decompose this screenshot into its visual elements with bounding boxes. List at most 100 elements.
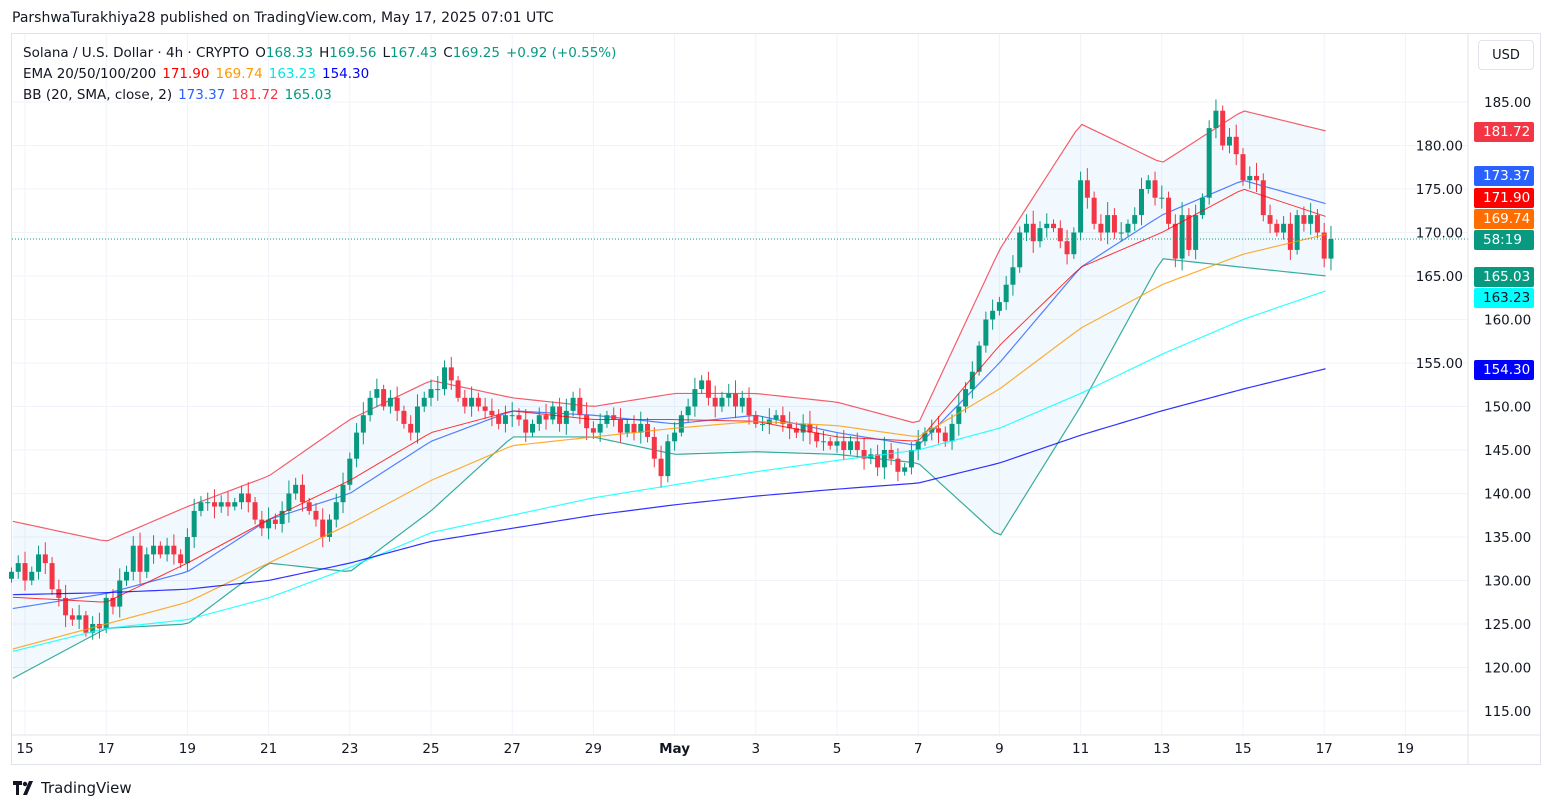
grid xyxy=(12,34,1468,735)
candle-body xyxy=(1051,223,1057,229)
candle-body xyxy=(645,423,651,437)
candle-body xyxy=(1213,110,1219,129)
candle xyxy=(1267,204,1273,234)
candle-body xyxy=(164,545,170,555)
candle xyxy=(645,417,651,443)
candle xyxy=(1078,171,1084,241)
candle xyxy=(387,389,393,414)
candle xyxy=(340,472,346,514)
candle xyxy=(49,557,55,595)
candle xyxy=(861,437,867,470)
candle xyxy=(841,429,847,461)
candle xyxy=(293,477,299,500)
high-value: H169.56 xyxy=(319,45,377,61)
y-tick-label: 130.00 xyxy=(1484,574,1531,590)
candle xyxy=(333,493,339,528)
low-value: L167.43 xyxy=(382,45,438,61)
x-tick-label: 19 xyxy=(1397,741,1414,757)
candle xyxy=(807,410,813,445)
candle-body xyxy=(225,502,231,507)
candle-body xyxy=(915,441,921,450)
candle xyxy=(374,378,380,408)
candle-body xyxy=(963,389,969,407)
candle-body xyxy=(205,502,211,504)
candle-body xyxy=(137,545,143,572)
bb-basis-value: 173.37 xyxy=(178,87,226,103)
candle xyxy=(1287,212,1293,261)
symbol-legend[interactable]: Solana / U.S. Dollar · 4h · CRYPTO O168.3… xyxy=(23,45,622,61)
candle xyxy=(462,389,468,414)
candle xyxy=(482,397,488,419)
candle-body xyxy=(239,493,245,503)
ema-legend[interactable]: EMA 20/50/100/200 171.90 169.74 163.23 154.3… xyxy=(23,66,375,82)
candle xyxy=(157,541,163,559)
ema100-line xyxy=(12,290,1326,652)
candle-body xyxy=(996,302,1002,311)
x-tick-label: 9 xyxy=(995,741,1004,757)
candle-body xyxy=(516,415,522,420)
tradingview-logo[interactable]: TradingView xyxy=(13,779,132,797)
candle-body xyxy=(448,367,454,381)
candle-body xyxy=(49,563,55,590)
candle xyxy=(286,480,292,523)
price-badge: 154.30 xyxy=(1474,360,1534,380)
candle xyxy=(475,392,481,412)
candle-body xyxy=(1267,215,1273,224)
price-badge: 169.74 xyxy=(1474,209,1534,229)
change-value: +0.92 (+0.55%) xyxy=(505,45,617,61)
candle xyxy=(922,427,928,446)
symbol-name: Solana / U.S. Dollar · 4h · CRYPTO xyxy=(23,45,250,61)
candle xyxy=(942,426,948,447)
candle-body xyxy=(1145,180,1151,189)
candle-body xyxy=(780,415,786,424)
candle xyxy=(956,393,962,436)
candle xyxy=(881,436,887,480)
candle-body xyxy=(171,545,177,555)
candle xyxy=(1010,255,1016,296)
candle-body xyxy=(306,502,312,511)
candle xyxy=(1132,207,1138,231)
candle-body xyxy=(1132,215,1138,224)
time-axis: 15 17 19 21 23 25 27 29 May 3 5 7 9 11 13 15 17 19 xyxy=(12,734,1541,757)
candle xyxy=(130,536,136,581)
candle xyxy=(1057,220,1063,249)
candle-body xyxy=(881,450,887,468)
candle xyxy=(36,545,42,580)
candle xyxy=(502,405,508,433)
candle-body xyxy=(800,423,806,433)
candle xyxy=(455,376,461,402)
candle-body xyxy=(367,397,373,416)
candle-body xyxy=(624,423,630,433)
candle xyxy=(672,422,678,451)
candle xyxy=(320,508,326,548)
candle-body xyxy=(1308,215,1314,224)
candle-body xyxy=(760,423,766,425)
candle xyxy=(381,384,387,411)
candle-body xyxy=(414,406,420,433)
candle xyxy=(279,501,285,533)
candle-body xyxy=(773,415,779,420)
candle xyxy=(705,371,711,406)
candle xyxy=(699,375,705,394)
candle-body xyxy=(83,615,89,633)
candle-body xyxy=(455,380,461,398)
candle xyxy=(976,341,982,376)
candle xyxy=(1044,213,1050,238)
x-tick-label: 23 xyxy=(341,741,358,757)
candle-body xyxy=(1111,215,1117,233)
y-tick-label: 150.00 xyxy=(1484,400,1531,416)
candle xyxy=(543,403,549,430)
candle xyxy=(1226,128,1232,154)
candle-body xyxy=(421,397,427,407)
candle xyxy=(523,409,529,442)
currency-button[interactable]: USD xyxy=(1478,40,1534,70)
bb-legend[interactable]: BB (20, SMA, close, 2) 173.37 181.72 165.03 xyxy=(23,87,338,103)
candle xyxy=(1206,120,1212,205)
ema-label: EMA 20/50/100/200 xyxy=(23,66,157,82)
candle-body xyxy=(611,415,617,420)
candle-body xyxy=(151,545,157,555)
candle-body xyxy=(42,554,48,564)
candle xyxy=(1071,227,1077,259)
candle xyxy=(1172,214,1178,268)
